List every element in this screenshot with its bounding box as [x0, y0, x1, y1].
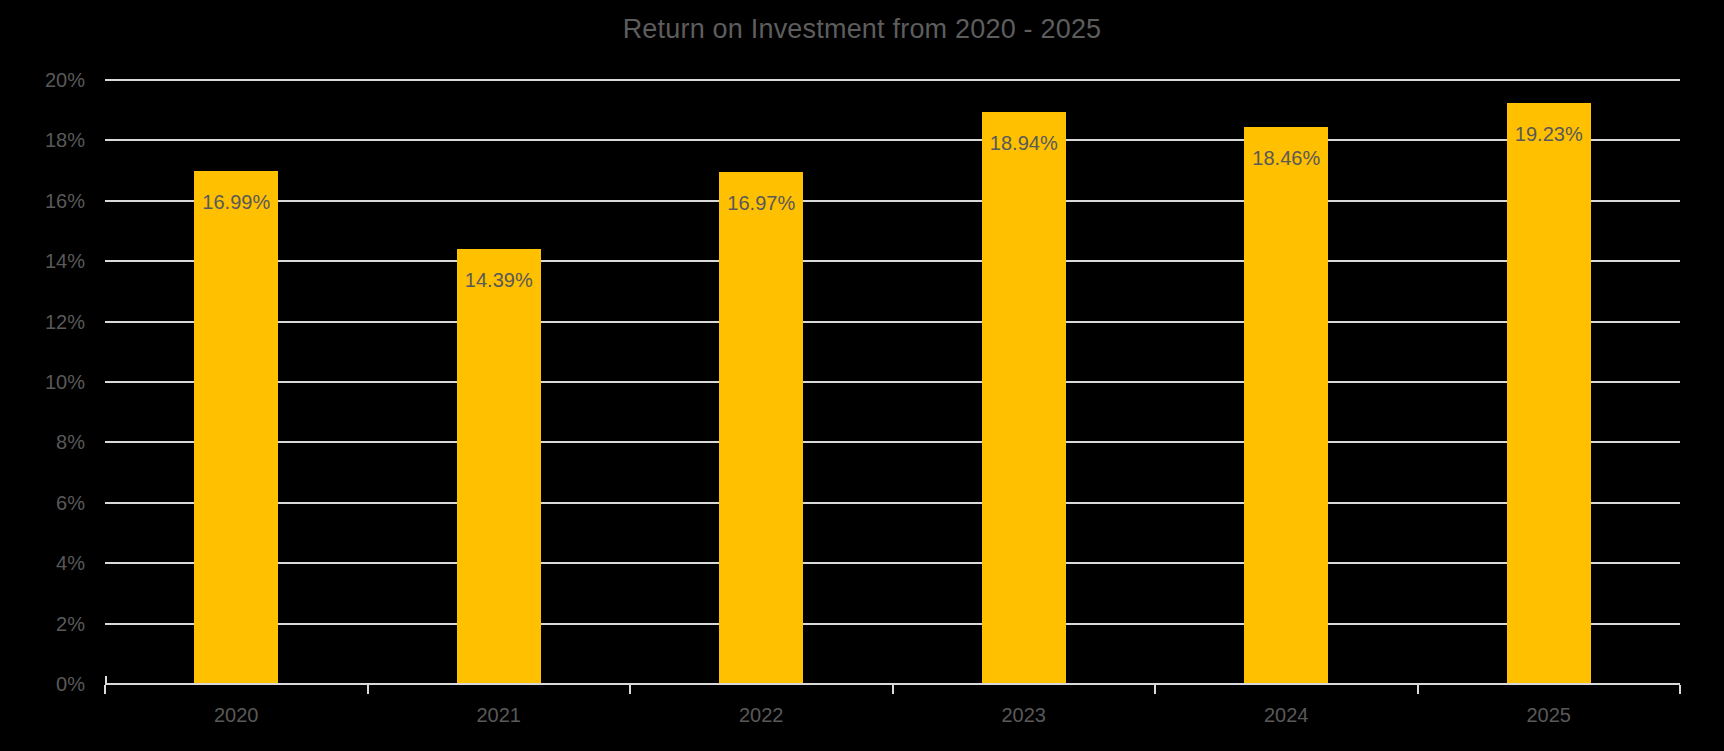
- gridline: [105, 200, 1680, 202]
- x-axis-tick-label: 2025: [1469, 705, 1629, 725]
- x-axis-tick-label: 2024: [1206, 705, 1366, 725]
- bar-data-label: 16.97%: [681, 193, 841, 213]
- roi-bar-chart: Return on Investment from 2020 - 2025 0%…: [0, 0, 1724, 751]
- plot-area: 0% 2% 4% 6% 8% 10% 12% 14% 16% 18% 20% 16.99% 2020 14…: [0, 0, 1724, 751]
- x-axis-tick: [104, 685, 106, 694]
- y-axis-tick-label: 10%: [5, 372, 85, 392]
- gridline: [105, 623, 1680, 625]
- y-axis-tick-label: 8%: [5, 432, 85, 452]
- y-axis-tick-label: 4%: [5, 553, 85, 573]
- gridline: [105, 441, 1680, 443]
- y-axis-tick-label: 14%: [5, 251, 85, 271]
- x-axis-tick: [1154, 685, 1156, 694]
- gridline: [105, 139, 1680, 141]
- gridline: [105, 381, 1680, 383]
- y-axis-start-tick: [105, 676, 107, 683]
- x-axis-tick: [1679, 685, 1681, 694]
- gridline: [105, 562, 1680, 564]
- x-axis-tick: [629, 685, 631, 694]
- bar-data-label: 16.99%: [156, 192, 316, 212]
- y-axis-tick-label: 0%: [5, 674, 85, 694]
- y-axis-tick-label: 12%: [5, 312, 85, 332]
- bar: [1244, 127, 1328, 684]
- bar: [982, 112, 1066, 684]
- gridline: [105, 502, 1680, 504]
- x-axis-tick: [1417, 685, 1419, 694]
- x-axis-tick-label: 2020: [156, 705, 316, 725]
- x-axis-tick-label: 2022: [681, 705, 841, 725]
- y-axis-tick-label: 2%: [5, 614, 85, 634]
- bar: [194, 171, 278, 684]
- gridline: [105, 321, 1680, 323]
- bar-data-label: 18.46%: [1206, 148, 1366, 168]
- x-axis-tick-label: 2023: [944, 705, 1104, 725]
- bar: [457, 249, 541, 684]
- x-axis-tick: [892, 685, 894, 694]
- gridline: [105, 260, 1680, 262]
- y-axis-tick-label: 6%: [5, 493, 85, 513]
- bar: [719, 172, 803, 684]
- y-axis-tick-label: 20%: [5, 70, 85, 90]
- bar: [1507, 103, 1591, 684]
- y-axis-tick-label: 18%: [5, 130, 85, 150]
- x-axis-tick-label: 2021: [419, 705, 579, 725]
- bar-data-label: 14.39%: [419, 270, 579, 290]
- bar-data-label: 18.94%: [944, 133, 1104, 153]
- bar-data-label: 19.23%: [1469, 124, 1629, 144]
- gridline: [105, 79, 1680, 81]
- x-axis-tick: [367, 685, 369, 694]
- y-axis-tick-label: 16%: [5, 191, 85, 211]
